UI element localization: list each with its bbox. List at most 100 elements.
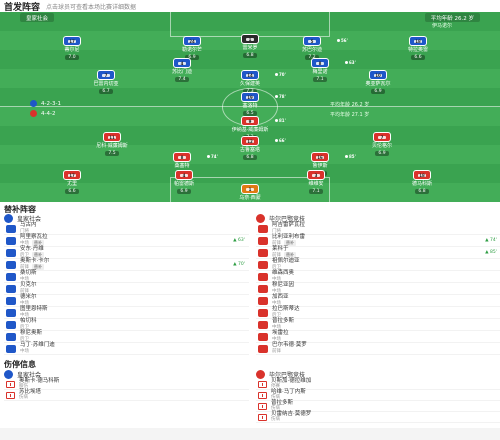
bench-player-row[interactable]: 比利亚利布雷 前锋 替补 ▲ 74' <box>256 234 500 247</box>
home-player-lb[interactable]: 17 蒂尔尼 7.0 <box>50 36 94 60</box>
bench-player-row[interactable]: 莱科于 前锋 替补 ▲ 85' <box>256 246 500 259</box>
jersey-icon: 1 <box>241 34 259 44</box>
player-rating: 6.9 <box>177 189 191 194</box>
bench-player-name: 祖佩尔迪亚 <box>272 258 300 264</box>
away-player-cb2[interactable]: 3 维维安 7.1 <box>294 170 338 194</box>
home-formation: 4-2-3-1 <box>30 100 61 107</box>
injury-row[interactable]: 贝雷纳吉·莫德罗 伤病 <box>256 411 500 423</box>
home-injury-team: 皇家社会 <box>17 371 42 379</box>
bench-player-row[interactable]: 奥斯卡·卡尔 前锋 替补 ▲ 70' <box>4 257 249 271</box>
away-player-cb1[interactable]: 4 帕雷德斯 6.9 <box>162 170 206 194</box>
bench-player-row[interactable]: 穆尼奥斯 后卫 <box>4 330 249 343</box>
bench-player-row[interactable]: 加西亚 中场 <box>256 294 500 307</box>
away-player-lb[interactable]: 17 尤里 6.6 <box>50 170 94 194</box>
bench-player-row[interactable]: 祖佩尔迪亚 后卫 <box>256 258 500 271</box>
bench-player-row[interactable]: 阿吉雷萨瓦拉 门将 <box>256 222 500 235</box>
bench-player-row[interactable]: 阿里察瓦拉 中场 替补 ▲ 63' <box>4 233 249 247</box>
injury-row[interactable]: 哈维·马丁内斯 伤病 <box>256 389 500 401</box>
home-player-cb2[interactable]: 556' 苏巴尔迪 7.2 <box>290 36 348 60</box>
away-player-st2[interactable]: 12 66' 古鲁塞塔 6.8 <box>228 136 286 160</box>
bench-player-row[interactable]: 帕切科 后卫 <box>4 318 249 331</box>
page-subtitle: 点击球员可查看本场比赛详细数据 <box>46 3 137 11</box>
jersey-icon <box>6 320 16 329</box>
injury-icon <box>6 380 15 388</box>
injury-row[interactable]: 贝斯加·德拉维加 停赛 <box>256 378 500 390</box>
jersey-icon <box>258 272 268 281</box>
bench-player-row[interactable]: 贝克尔 前锋 <box>4 282 249 295</box>
bench-player-row[interactable]: 拉巴斯蒂达 后卫 <box>256 306 500 319</box>
away-player-lm[interactable]: 11 尼科·威廉姆斯 7.5 <box>90 132 134 156</box>
bench-player-name: 巴尔韦德·莫罗 <box>272 342 307 348</box>
home-player-dm2[interactable]: 8 63' 梅里诺 7.1 <box>298 58 356 82</box>
bench-player-name: 桑切斯 <box>20 270 37 276</box>
away-player-rb[interactable]: 18 德马科斯 6.8 <box>400 170 444 194</box>
injuries-title: 伤停信息 <box>4 360 36 369</box>
bench-player-row[interactable]: 安东·丹维 后卫 替补 <box>4 246 249 259</box>
player-rating: 7.2 <box>305 55 319 60</box>
jersey-icon <box>6 308 16 317</box>
bench-player-name: 奥斯卡·卡尔 <box>20 257 50 264</box>
home-injury-list: 皇家社会 奥斯卡·德马科斯 膝伤 苏比埃塔 伤病 <box>4 369 249 401</box>
player-name: 德马科斯 <box>411 181 432 187</box>
substitution-event: 78' <box>275 94 286 99</box>
player-name: 巴雷内切亚 <box>93 81 119 87</box>
bench-player-row[interactable]: 维森西奥 中场 <box>256 270 500 283</box>
jersey-icon: 8 63' <box>311 58 356 68</box>
home-player-rb[interactable]: 18 特拉奥雷 6.6 <box>396 36 440 60</box>
bench-player-row[interactable]: 图里恩特斯 中场 <box>4 306 249 319</box>
bench-player-position: 门将 <box>20 228 29 234</box>
bench-player-row[interactable]: 穆尼亚因 中场 <box>256 282 500 295</box>
bench-player-row[interactable]: 马古内 门将 <box>4 222 249 235</box>
jersey-icon <box>6 332 16 341</box>
sub-badge: 替补 <box>32 264 44 270</box>
bench-player-row[interactable]: 普拉多斯 中场 <box>256 318 500 331</box>
jersey-icon <box>6 260 16 269</box>
bench-player-row[interactable]: 马丁·苏维门迪 中场 <box>4 342 249 355</box>
player-rating: 6.9 <box>371 89 385 94</box>
jersey-icon: 18 <box>413 170 431 180</box>
bench-player-position: 门将 <box>272 228 281 234</box>
player-name: 古鲁塞塔 <box>239 147 260 153</box>
home-player-dm1[interactable]: 4 苏比门迪 7.4 <box>160 58 204 82</box>
away-player-rm[interactable]: 7 贝伦格尔 6.9 <box>360 132 404 156</box>
home-player-lw[interactable]: 7 巴雷内切亚 6.7 <box>84 70 128 94</box>
player-rating: 7.3 <box>243 89 257 94</box>
home-player-st[interactable]: 19 78' 塞洛特 6.5 <box>228 92 286 116</box>
injured-player-name: 苏比埃塔 <box>19 388 42 395</box>
bench-player-row[interactable]: 巴尔韦德·莫罗 前锋 <box>256 342 500 355</box>
away-formation-text: 4-4-2 <box>41 110 56 117</box>
jersey-icon: 3 <box>307 170 325 180</box>
home-team-label[interactable]: 皇家社会 <box>20 13 55 22</box>
bench-player-row[interactable]: 埃雷拉 中场 <box>256 330 500 343</box>
away-player-gk[interactable]: 1 乌奈·西蒙 <box>228 184 272 201</box>
player-rating: 6.6 <box>65 189 79 194</box>
home-player-gk[interactable]: 1 雷米罗 6.8 <box>228 34 272 58</box>
home-crest-icon <box>4 213 13 223</box>
home-player-cb1[interactable]: 24 勒诺尔芒 6.9 <box>170 36 214 60</box>
home-player-rw[interactable]: 10 奥亚萨瓦尔 6.9 <box>356 70 400 94</box>
injury-row[interactable]: 普拉多斯 伤病 <box>256 400 500 412</box>
injury-icon <box>258 380 267 388</box>
jersey-icon <box>258 284 268 293</box>
bench-player-position: 中场 <box>272 288 281 294</box>
injury-icon <box>258 391 267 399</box>
injury-row[interactable]: 苏比埃塔 伤病 <box>4 388 249 401</box>
player-rating: 7.5 <box>105 151 119 156</box>
bench-player-name: 阿里察瓦拉 <box>20 233 48 240</box>
bench-player-position: 中场 <box>20 300 29 306</box>
bench-player-row[interactable]: 德米尔 中场 <box>4 294 249 307</box>
jersey-icon <box>258 248 268 257</box>
bench-player-name: 拉巴斯蒂达 <box>272 306 300 312</box>
injury-reason: 伤病 <box>271 417 280 422</box>
bench-player-name: 德米尔 <box>20 294 37 300</box>
bench-player-position: 前锋 替补 <box>272 240 296 246</box>
bench-player-name: 马丁·苏维门迪 <box>20 342 55 348</box>
injury-row[interactable]: 奥斯卡·德马科斯 膝伤 <box>4 378 249 390</box>
bench-player-row[interactable]: 桑切斯 中场 <box>4 270 249 283</box>
player-rating: 7.0 <box>65 55 79 60</box>
player-name: 鲁伊斯 <box>312 163 328 169</box>
home-team-name: 皇家社会 <box>26 15 49 22</box>
bench-player-name: 穆尼亚因 <box>272 282 295 288</box>
player-name: 久保建英 <box>239 81 260 87</box>
